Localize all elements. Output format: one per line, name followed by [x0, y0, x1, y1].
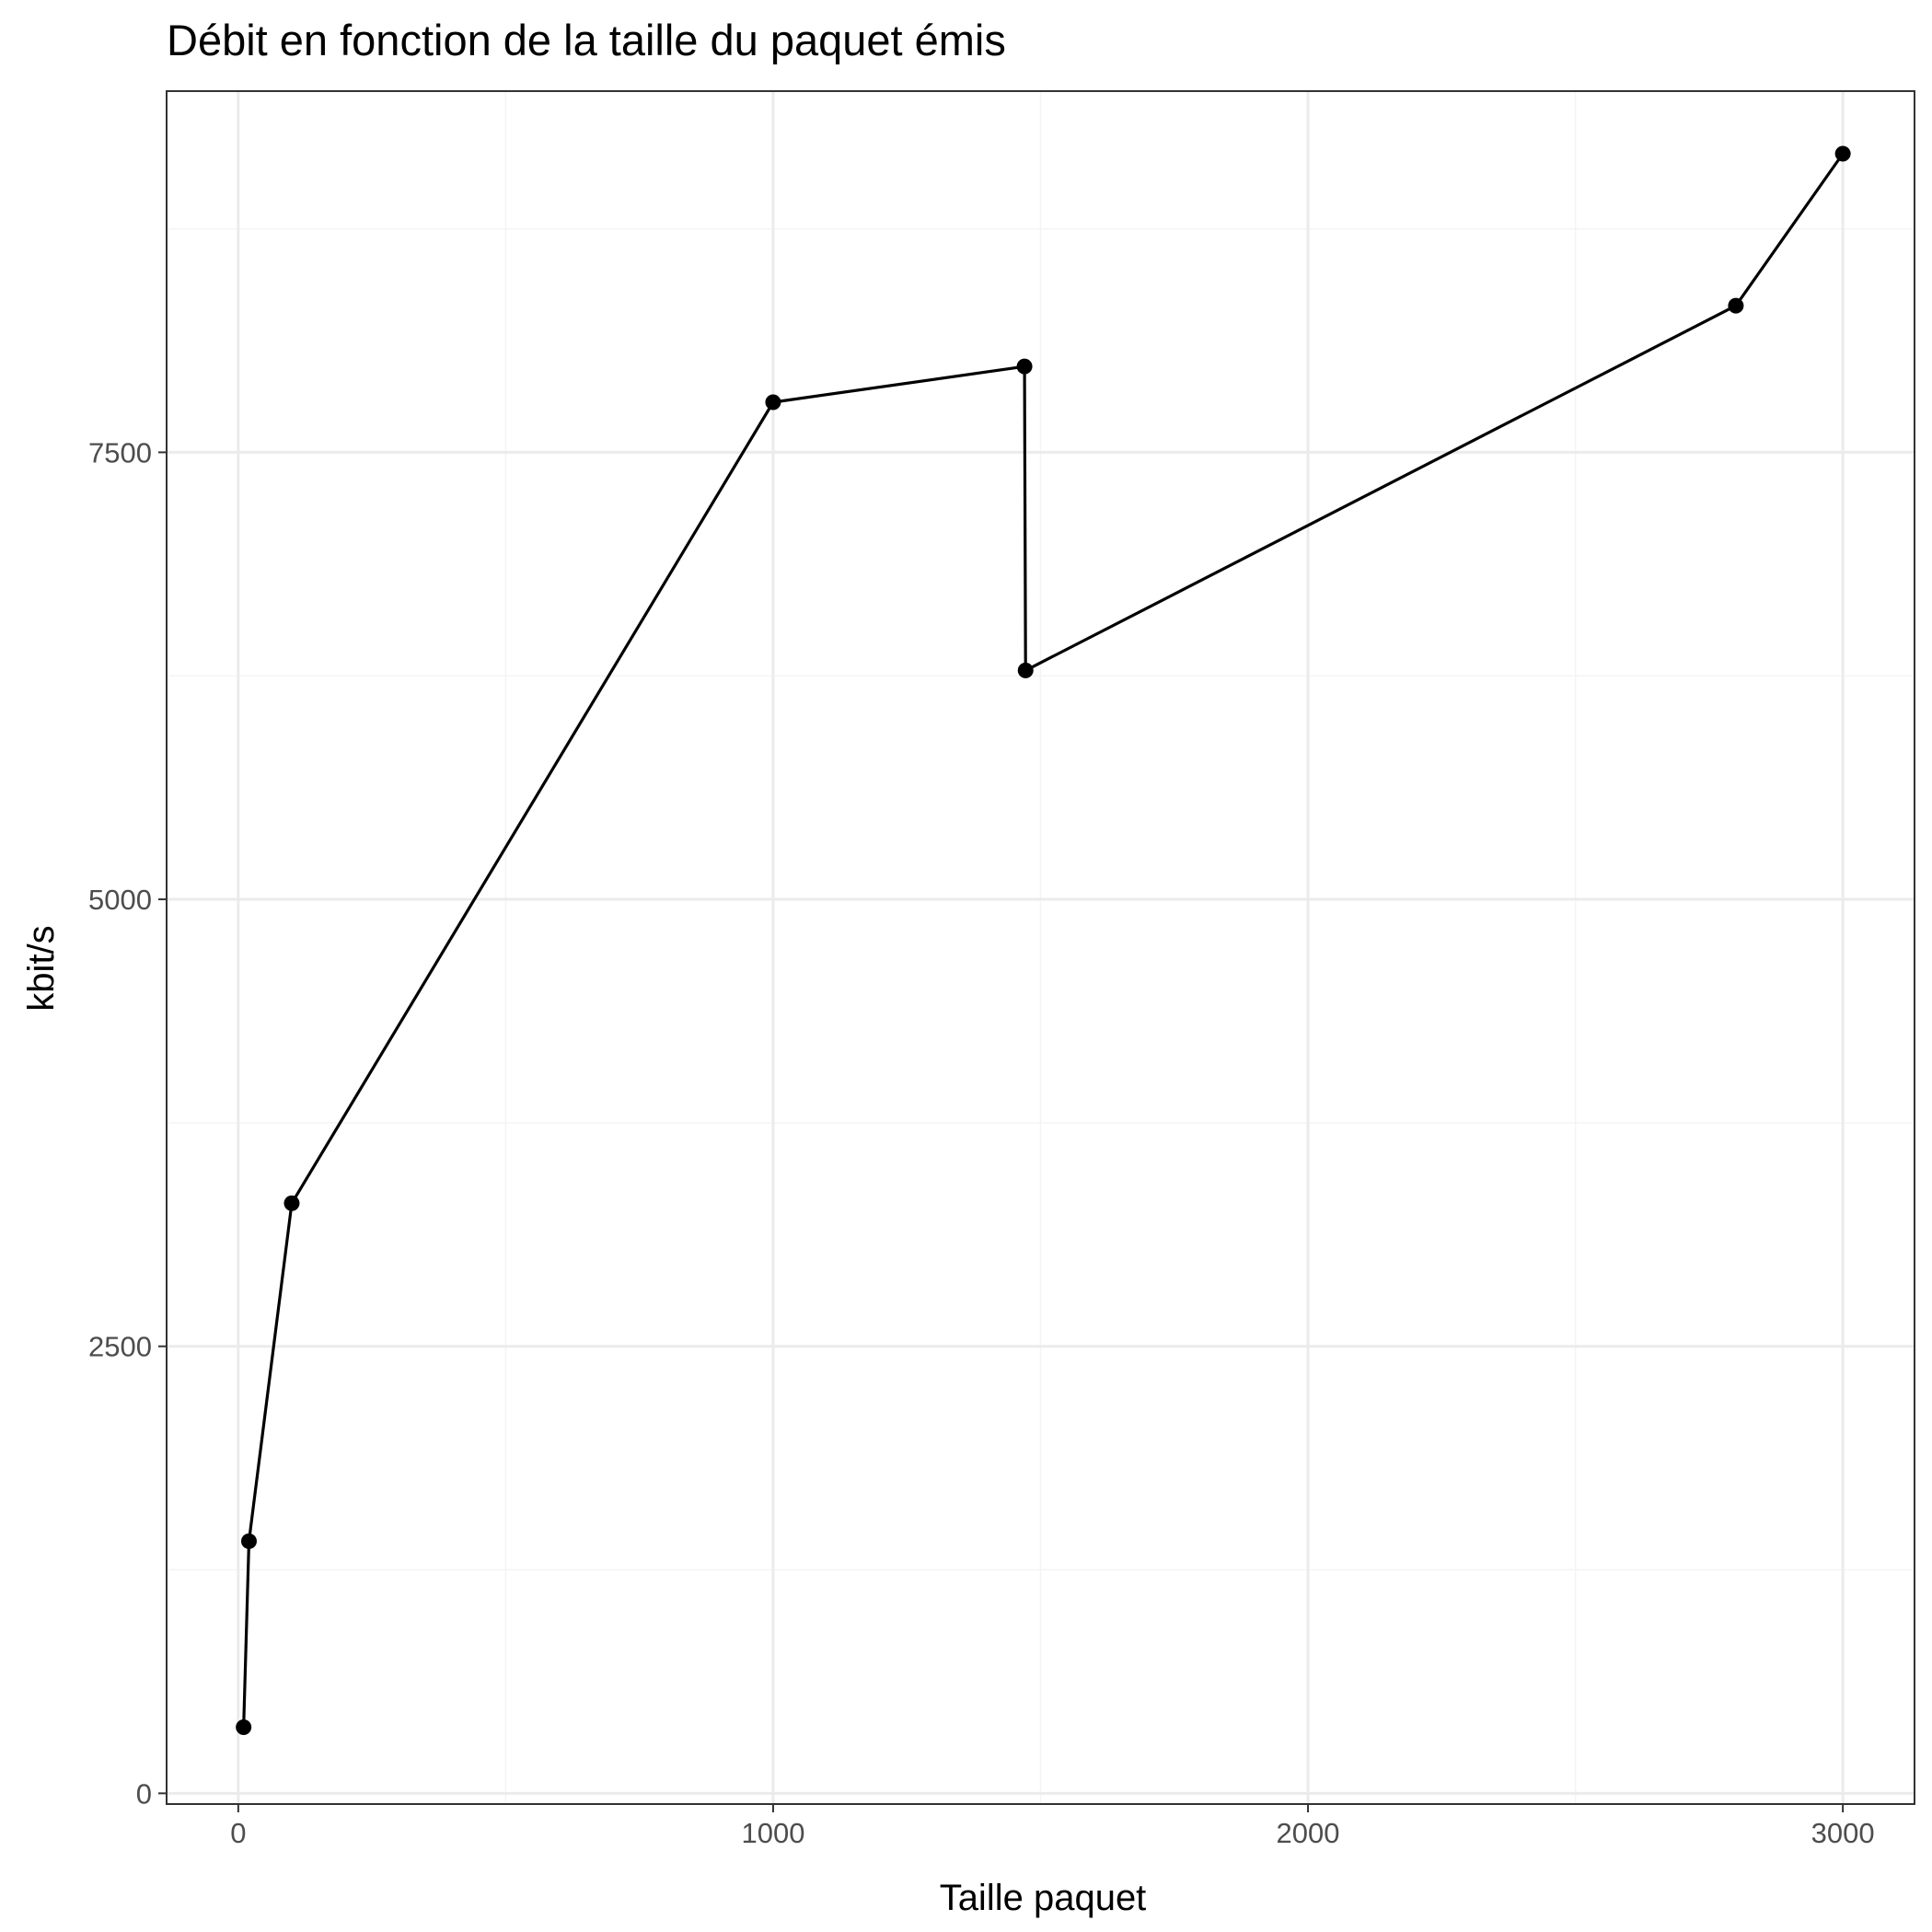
minor-gridlines	[167, 91, 1915, 1804]
y-tick-label: 5000	[88, 884, 152, 916]
y-tick-label: 0	[136, 1777, 152, 1810]
data-point	[1016, 358, 1033, 375]
x-tick-label: 2000	[1277, 1817, 1340, 1849]
major-gridlines	[167, 91, 1915, 1804]
y-axis-ticks: 0 2500 5000 7500	[88, 436, 167, 1810]
data-point	[1834, 145, 1851, 162]
data-series	[236, 145, 1851, 1735]
panel-border	[166, 90, 1915, 1805]
y-tick-label: 2500	[88, 1331, 152, 1363]
y-axis-title: kbit/s	[21, 925, 62, 1011]
y-tick-label: 7500	[88, 436, 152, 469]
x-axis-title: Taille paquet	[940, 1878, 1147, 1918]
data-point	[1728, 297, 1744, 314]
data-point	[240, 1533, 257, 1549]
data-point	[765, 394, 781, 411]
data-point	[236, 1718, 252, 1735]
data-point	[1017, 662, 1034, 678]
data-point	[283, 1195, 300, 1211]
chart-title: Débit en fonction de la taille du paquet…	[167, 16, 1006, 64]
series-line	[242, 153, 1845, 1728]
x-axis-ticks: 0 1000 2000 3000	[230, 1804, 1875, 1849]
x-tick-label: 0	[230, 1817, 246, 1849]
x-tick-label: 1000	[741, 1817, 804, 1849]
x-tick-label: 3000	[1811, 1817, 1875, 1849]
